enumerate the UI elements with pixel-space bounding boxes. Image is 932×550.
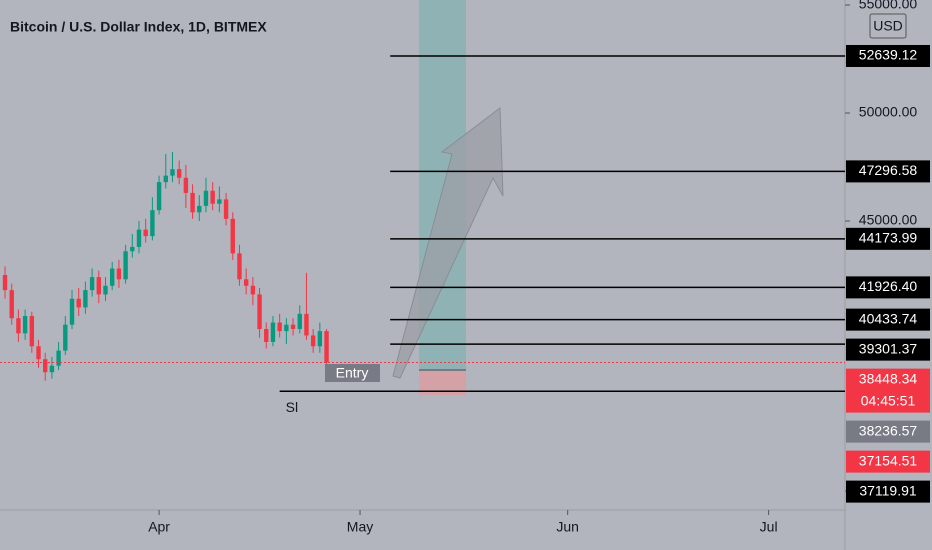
x-tick-label: Jul	[760, 519, 778, 535]
candle-body	[130, 246, 135, 252]
candle-body	[197, 205, 202, 213]
candle-body	[163, 175, 168, 183]
candle-body	[317, 331, 323, 347]
candle-body	[69, 298, 75, 325]
candle-body	[9, 290, 14, 319]
price-box	[846, 160, 930, 183]
price-label: 38236.57	[859, 422, 918, 438]
candle-body	[150, 210, 155, 237]
candle-body	[190, 192, 195, 213]
candle-body	[2, 274, 8, 291]
candle-body	[243, 279, 249, 286]
level-note: Sl	[286, 399, 298, 415]
candle-body	[297, 313, 302, 329]
candle-body	[36, 346, 41, 360]
x-tick-label: Apr	[148, 519, 170, 535]
candle-body	[257, 294, 262, 329]
candle-body	[217, 199, 222, 204]
candle-body	[176, 169, 182, 178]
y-tick-label: 55000.00	[859, 0, 918, 12]
candle-body	[56, 350, 61, 366]
candle-body	[270, 322, 276, 342]
candle-body	[109, 268, 115, 286]
chart-title: Bitcoin / U.S. Dollar Index, 1D, BITMEX	[10, 19, 267, 35]
candle-body	[76, 298, 81, 308]
candle-body	[170, 169, 175, 176]
candle-body	[277, 322, 282, 332]
candle-body	[83, 290, 88, 308]
candle-body	[116, 268, 122, 280]
price-label: 37154.51	[859, 452, 918, 468]
entry-label: Entry	[336, 365, 369, 381]
candle-body	[250, 285, 256, 295]
price-label: 47296.58	[859, 162, 918, 178]
price-box	[846, 227, 930, 250]
candle-body	[29, 316, 35, 347]
candle-body	[156, 182, 162, 211]
candle-body	[304, 313, 309, 336]
currency-label: USD	[873, 18, 903, 34]
candle-body	[310, 335, 316, 347]
candle-body	[324, 331, 329, 363]
price-label: 37119.91	[859, 482, 917, 498]
price-box	[846, 368, 930, 413]
candle-body	[284, 324, 289, 332]
x-tick-label: May	[347, 519, 373, 535]
currency-box	[869, 13, 907, 39]
candle-body	[103, 285, 108, 295]
price-box	[846, 338, 930, 361]
price-label: 41926.40	[859, 278, 918, 294]
candle-body	[237, 253, 242, 280]
candle-body	[143, 229, 148, 237]
candle-body	[136, 229, 142, 247]
price-box	[846, 276, 930, 299]
price-box	[846, 480, 930, 503]
candle-body	[223, 199, 229, 219]
price-label: 39301.37	[859, 340, 918, 356]
entry-box	[325, 364, 380, 382]
candle-body	[43, 359, 48, 373]
price-box	[846, 308, 930, 331]
countdown: 04:45:51	[861, 392, 916, 408]
price-box	[846, 44, 930, 67]
candle-body	[89, 277, 95, 291]
candle-body	[290, 324, 296, 329]
candle-body	[63, 324, 68, 351]
price-label: 44173.99	[859, 230, 918, 246]
candle-body	[183, 177, 189, 193]
candle-body	[123, 251, 128, 280]
price-box	[846, 420, 930, 443]
candle-body	[210, 190, 215, 204]
candle-body	[230, 218, 235, 254]
candle-body	[96, 277, 102, 295]
price-box	[846, 450, 930, 473]
x-tick-label: Jun	[556, 519, 579, 535]
price-label: 52639.12	[859, 47, 918, 63]
y-tick-label: 45000.00	[859, 212, 918, 228]
price-label: 38448.34	[859, 370, 918, 386]
candle-body	[22, 316, 28, 334]
candle-body	[16, 318, 21, 334]
candle-body	[203, 190, 209, 206]
y-tick-label: 50000.00	[859, 104, 918, 120]
candle-body	[49, 365, 55, 373]
candle-body	[264, 328, 269, 342]
price-label: 40433.74	[859, 310, 918, 326]
